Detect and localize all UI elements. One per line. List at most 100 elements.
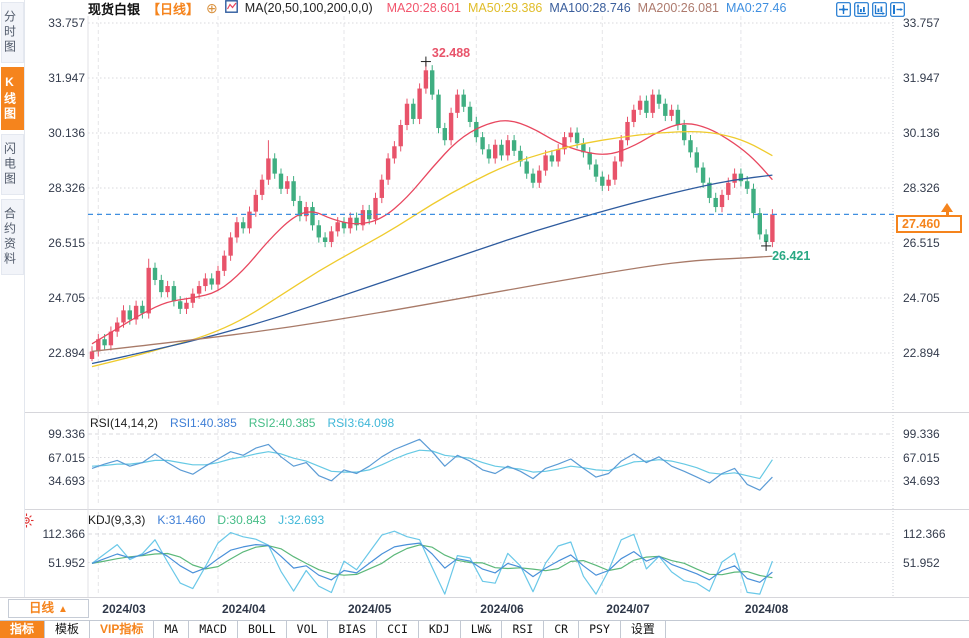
toolbar-item-BOLL[interactable]: BOLL bbox=[238, 621, 287, 638]
ma-line-MA100 bbox=[91, 174, 773, 365]
sidebar-tab-3[interactable]: 闪电图 bbox=[0, 134, 24, 195]
rsi-value-label: RSI3:64.098 bbox=[327, 416, 395, 430]
ma-formula-label: MA(20,50,100,200,0,0) bbox=[244, 1, 373, 15]
ma-value-label: MA20:28.601 bbox=[386, 1, 461, 15]
chart-canvas bbox=[0, 16, 969, 598]
ma-value-label: MA200:26.081 bbox=[637, 1, 719, 15]
ma-value-label: MA100:28.746 bbox=[549, 1, 631, 15]
kdj-value-label: D:30.843 bbox=[217, 513, 267, 527]
chevron-up-icon: ▲ bbox=[58, 604, 68, 615]
rsi-value-label: RSI2:40.385 bbox=[248, 416, 316, 430]
indicator-toolbar: 指标 模板 VIP指标 MA MACD BOLL VOL BIAS CCI KDJ LW& RSI CR… bbox=[0, 620, 969, 638]
xaxis-month-label: 2024/05 bbox=[348, 602, 392, 616]
xaxis-month-label: 2024/07 bbox=[606, 602, 650, 616]
price-axis-label: 33.757 bbox=[48, 16, 85, 30]
toolbar-item-MACD[interactable]: MACD bbox=[189, 621, 238, 638]
rsi-axis-label: 34.693 bbox=[48, 474, 85, 488]
rsi-axis-label: 67.015 bbox=[903, 450, 940, 465]
low-price-annotation: 26.421 bbox=[772, 248, 811, 263]
price-axis-label: 30.136 bbox=[48, 126, 85, 140]
rsi-title: RSI(14,14,2) bbox=[90, 416, 159, 430]
kdj-value-label: K:31.460 bbox=[157, 513, 206, 527]
toolbar-item-RSI[interactable]: RSI bbox=[502, 621, 545, 638]
price-axis-label: 24.705 bbox=[903, 291, 940, 305]
price-axis-label: 31.947 bbox=[903, 71, 940, 85]
zoom-x-axis-icon[interactable] bbox=[872, 2, 887, 17]
xaxis-month-label: 2024/08 bbox=[744, 602, 789, 616]
toolbar-item-KDJ[interactable]: KDJ bbox=[419, 621, 461, 638]
rsi-values: RSI1:40.385 RSI2:40.385 RSI3:64.098 bbox=[158, 416, 394, 430]
xaxis-month-label: 2024/04 bbox=[222, 602, 266, 616]
kdj-axis-label: 112.366 bbox=[42, 527, 86, 541]
kdj-axis-label: 51.952 bbox=[48, 555, 85, 570]
toolbar-item-VOL[interactable]: VOL bbox=[287, 621, 329, 638]
price-axis-label: 26.515 bbox=[903, 236, 940, 250]
rsi-axis-label: 99.336 bbox=[903, 427, 940, 441]
add-indicator-icon[interactable]: ⊕ bbox=[206, 0, 218, 16]
symbol-title: 现货白银 bbox=[88, 1, 141, 17]
high-price-annotation: 32.488 bbox=[431, 45, 471, 60]
rsi-value-label: RSI1:40.385 bbox=[170, 416, 237, 430]
sidebar-tab-4[interactable]: 合约资料 bbox=[0, 199, 24, 275]
toolbar-item-CCI[interactable]: CCI bbox=[377, 621, 419, 638]
rsi3-line bbox=[91, 449, 773, 480]
rsi-header: RSI(14,14,2) RSI1:40.385 RSI2:40.385 RSI3:6… bbox=[90, 416, 394, 430]
price-axis-label: 26.515 bbox=[48, 236, 85, 250]
kdj-axis-label: 112.366 bbox=[903, 527, 946, 541]
candlestick-series bbox=[89, 61, 775, 362]
kdj-values: K:31.460 D:30.843 J:32.693 bbox=[145, 513, 324, 527]
period-dropdown-button[interactable]: 日线 ▲ bbox=[8, 599, 89, 618]
sidebar: 分时图 K线图闪电图合约资料 bbox=[0, 0, 25, 597]
rsi1-line bbox=[91, 438, 773, 491]
kdj-value-label: J:32.693 bbox=[278, 513, 325, 527]
xaxis-row: 日线 ▲ 2024/03 2024/04 2024/05 2024/06 2024/07 2… bbox=[0, 598, 969, 619]
mini-chart-icon bbox=[224, 0, 238, 16]
kdj-title: KDJ(9,3,3) bbox=[88, 513, 146, 527]
price-axis-label: 22.894 bbox=[48, 346, 85, 360]
chart-header: 现货白银 【日线】 ⊕ MA(20,50,100,200,0,0) MA20:28.… bbox=[88, 0, 787, 17]
kdj-header: KDJ(9,3,3) K:31.460 D:30.843 J:32.693 bbox=[88, 513, 324, 527]
toolbar-item-VIP指标[interactable]: VIP指标 bbox=[90, 621, 155, 638]
last-price-arrow-stem bbox=[946, 211, 949, 216]
kdj-k-line bbox=[91, 542, 773, 583]
toolbar-item-LW&[interactable]: LW& bbox=[461, 621, 503, 638]
ma-line-MA20 bbox=[91, 120, 773, 345]
ma-value-label: MA0:27.46 bbox=[725, 1, 787, 15]
rsi-axis-label: 67.015 bbox=[48, 450, 85, 465]
crosshair-icon[interactable] bbox=[836, 2, 851, 17]
chart-tools bbox=[836, 2, 905, 17]
toolbar-item-指标[interactable]: 指标 bbox=[0, 621, 46, 638]
toolbar-item-模板[interactable]: 模板 bbox=[45, 621, 91, 638]
sidebar-tab-1[interactable]: 分时图 bbox=[0, 2, 24, 63]
rsi-axis-label: 34.693 bbox=[903, 474, 940, 488]
kdj-lines bbox=[91, 530, 773, 595]
toolbar-item-设置[interactable]: 设置 bbox=[621, 621, 666, 638]
price-axis-label: 33.757 bbox=[903, 16, 940, 30]
toolbar-item-CR[interactable]: CR bbox=[544, 621, 580, 638]
price-axis-label: 31.947 bbox=[48, 71, 85, 85]
rsi-axis-label: 99.336 bbox=[48, 427, 85, 441]
period-dropdown-label: 日线 bbox=[29, 601, 55, 615]
xaxis-month-label: 2024/06 bbox=[480, 602, 524, 616]
toolbar-item-MA[interactable]: MA bbox=[154, 621, 190, 638]
toolbar-item-PSY[interactable]: PSY bbox=[579, 621, 621, 638]
rsi-lines bbox=[91, 438, 773, 491]
price-axis-label: 28.326 bbox=[48, 181, 85, 195]
period-tag: 【日线】 bbox=[147, 1, 200, 17]
price-axis-label: 22.894 bbox=[903, 346, 940, 360]
last-price-box: 27.460 bbox=[896, 215, 962, 234]
zoom-y-axis-icon[interactable] bbox=[854, 2, 869, 17]
kdj-axis-label: 51.952 bbox=[903, 555, 940, 570]
toolbar-item-BIAS[interactable]: BIAS bbox=[328, 621, 378, 638]
ma-line-MA200 bbox=[91, 255, 773, 353]
price-axis-label: 30.136 bbox=[903, 126, 940, 140]
price-axis-label: 28.326 bbox=[903, 181, 940, 195]
pan-right-icon[interactable] bbox=[890, 2, 905, 17]
price-axis-label: 24.705 bbox=[48, 291, 85, 305]
sidebar-tab-2[interactable]: K线图 bbox=[0, 67, 24, 130]
ma-line-MA50 bbox=[91, 130, 773, 368]
last-price-arrow-icon bbox=[941, 203, 953, 213]
ma-values: MA20:28.601 MA50:29.386 MA100:28.746 MA200:… bbox=[380, 1, 787, 15]
xaxis-month-label: 2024/03 bbox=[102, 602, 146, 616]
